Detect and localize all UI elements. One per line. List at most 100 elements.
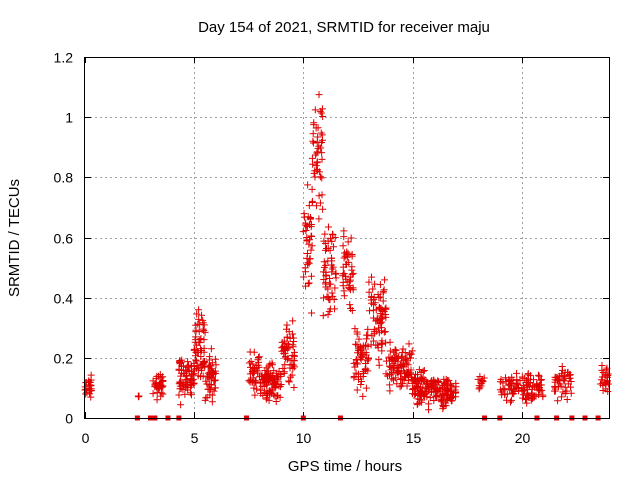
data-point — [430, 396, 438, 404]
data-point — [308, 154, 316, 162]
data-point — [340, 287, 348, 295]
data-point — [399, 345, 407, 353]
data-point — [598, 366, 606, 374]
data-point — [362, 384, 370, 392]
data-point — [313, 148, 321, 156]
data-point — [382, 313, 390, 321]
data-point — [437, 396, 445, 404]
data-point — [376, 281, 384, 289]
data-point — [340, 254, 348, 262]
data-point — [211, 367, 219, 375]
data-point — [254, 361, 262, 369]
data-point — [315, 215, 323, 223]
data-point — [186, 389, 194, 397]
data-point — [206, 353, 214, 361]
data-point — [309, 137, 317, 145]
data-point — [407, 350, 415, 358]
data-points — [81, 91, 612, 414]
data-point — [528, 385, 536, 393]
data-point — [200, 344, 208, 352]
data-point — [324, 223, 332, 231]
data-point — [81, 386, 89, 394]
data-point — [360, 370, 368, 378]
data-point — [309, 139, 317, 147]
data-point — [348, 307, 356, 315]
data-point — [87, 393, 95, 401]
data-point — [363, 357, 371, 365]
data-point — [328, 237, 336, 245]
data-point — [190, 345, 198, 353]
data-point — [322, 239, 330, 247]
data-point — [602, 381, 610, 389]
data-point — [326, 275, 334, 283]
data-point — [381, 327, 389, 335]
data-point — [377, 315, 385, 323]
data-point — [266, 374, 274, 382]
data-point — [339, 263, 347, 271]
data-point — [402, 355, 410, 363]
data-point — [328, 254, 336, 262]
data-point — [386, 362, 394, 370]
data-point — [305, 240, 313, 248]
data-point — [368, 273, 376, 281]
data-point — [358, 350, 366, 358]
data-point — [211, 355, 219, 363]
data-point — [557, 393, 565, 401]
data-point — [524, 375, 532, 383]
data-point — [539, 391, 547, 399]
data-point — [364, 355, 372, 363]
data-point — [279, 364, 287, 372]
data-point — [332, 270, 340, 278]
data-point — [285, 340, 293, 348]
data-point — [524, 392, 532, 400]
data-point — [327, 280, 335, 288]
data-point — [312, 162, 320, 170]
data-point — [382, 339, 390, 347]
data-point — [324, 285, 332, 293]
data-point — [379, 287, 387, 295]
data-point — [272, 398, 280, 406]
data-point — [207, 345, 215, 353]
data-point — [397, 376, 405, 384]
y-tick-label: 0.4 — [54, 291, 74, 307]
data-point — [310, 169, 318, 177]
data-point — [535, 386, 543, 394]
data-point — [286, 361, 294, 369]
data-point — [303, 250, 311, 258]
data-point — [390, 354, 398, 362]
data-point — [503, 396, 511, 404]
grid — [85, 57, 609, 418]
data-point — [87, 387, 95, 395]
data-point — [153, 396, 161, 404]
data-point — [397, 353, 405, 361]
data-point — [302, 282, 310, 290]
data-point — [198, 311, 206, 319]
data-point — [534, 371, 542, 379]
data-point — [315, 168, 323, 176]
data-point — [159, 382, 167, 390]
data-point — [199, 316, 207, 324]
data-point — [291, 363, 299, 371]
data-point — [378, 318, 386, 326]
data-point — [507, 398, 515, 406]
data-point — [426, 394, 434, 402]
data-point — [310, 119, 318, 127]
x-axis-ticks: 0 5 10 15 20 — [82, 57, 530, 446]
data-point — [389, 376, 397, 384]
data-point — [305, 279, 313, 287]
y-tick-label: 1.2 — [54, 50, 74, 66]
data-point — [361, 366, 369, 374]
data-point — [513, 376, 521, 384]
y-tick-label: 0.8 — [54, 170, 74, 186]
data-point — [176, 385, 184, 393]
data-point — [414, 395, 422, 403]
data-point — [289, 341, 297, 349]
data-point — [339, 242, 347, 250]
data-point — [339, 278, 347, 286]
data-point — [324, 294, 332, 302]
data-point — [319, 312, 327, 320]
data-point — [394, 355, 402, 363]
data-point — [346, 301, 354, 309]
data-point — [523, 399, 531, 407]
data-point — [348, 252, 356, 260]
